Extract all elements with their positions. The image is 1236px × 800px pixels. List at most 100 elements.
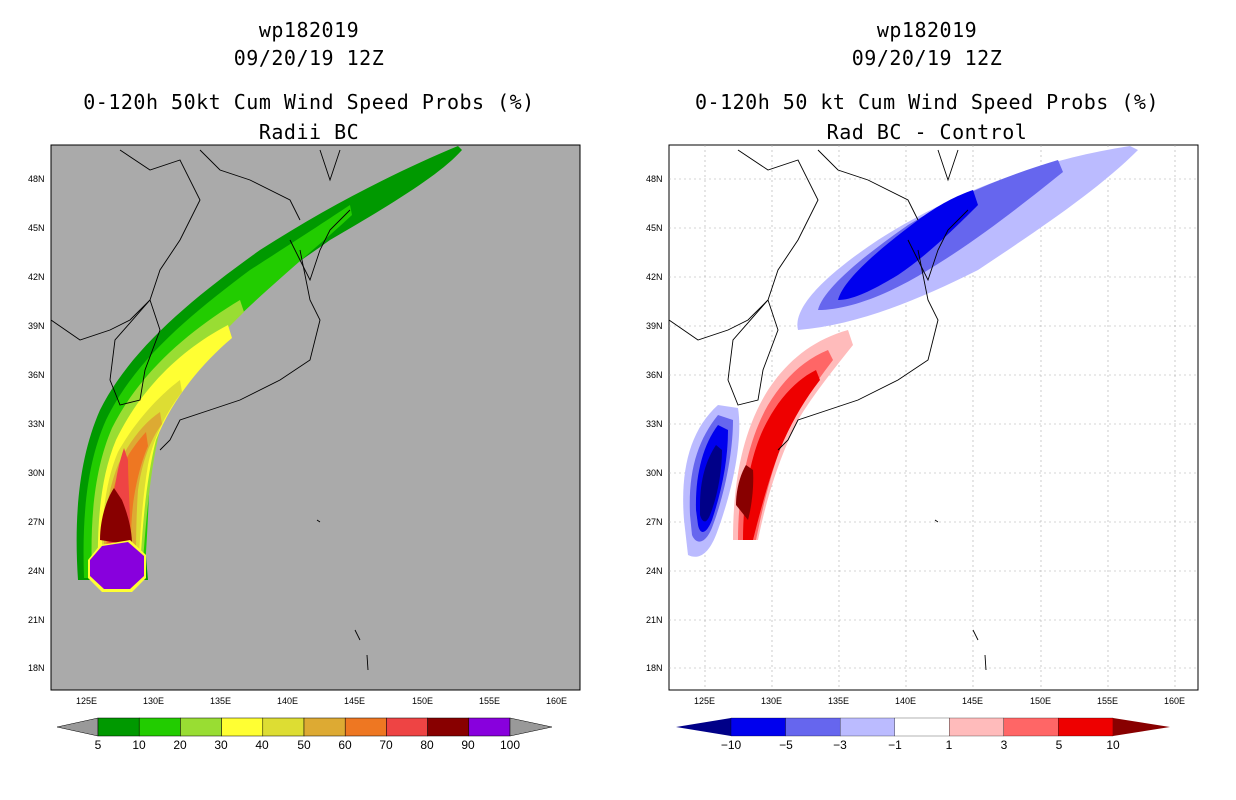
left-cb-label: 70 xyxy=(379,738,393,752)
right-lon-label: 130E xyxy=(761,696,783,706)
right-colorbar-boxes xyxy=(676,717,1170,737)
right-cb-label: −3 xyxy=(833,738,847,752)
right-lat-label: 48N xyxy=(646,174,663,184)
left-cb-label: 30 xyxy=(214,738,228,752)
left-lat-label: 18N xyxy=(28,663,45,673)
left-panel: wp182019 09/20/19 12Z 0-120h 50kt Cum Wi… xyxy=(28,18,581,752)
prob-90-100 xyxy=(90,542,144,589)
diff-pos-5-10 xyxy=(743,370,820,540)
right-cb-label: −1 xyxy=(888,738,902,752)
left-colorbar-swatch xyxy=(262,717,305,737)
left-lon-label: 150E xyxy=(412,696,434,706)
right-storm-id: wp182019 xyxy=(876,18,978,42)
prob-80-90 xyxy=(100,488,132,545)
right-cb-label: −5 xyxy=(779,738,793,752)
left-cb-label: 5 xyxy=(94,738,102,752)
left-cb-label: 20 xyxy=(173,738,187,752)
left-lon-label: 125E xyxy=(76,696,98,706)
left-lon-label: 140E xyxy=(277,696,299,706)
left-lat-label: 30N xyxy=(28,468,45,478)
left-colorbar-swatch xyxy=(97,717,140,737)
left-colorbar xyxy=(56,717,553,737)
left-lon-label: 135E xyxy=(210,696,232,706)
left-probability-swath xyxy=(76,146,462,592)
left-lat-label: 24N xyxy=(28,566,45,576)
right-colorbar-swatch xyxy=(730,717,786,737)
right-colorbar-swatch xyxy=(1003,717,1059,737)
right-colorbar-swatch xyxy=(839,717,895,737)
right-colorbar-under-arrow xyxy=(676,718,731,736)
right-lat-label: 18N xyxy=(646,663,663,673)
right-lat-label: 45N xyxy=(646,223,663,233)
right-cb-label: −10 xyxy=(720,738,742,752)
left-colorbar-swatch xyxy=(303,717,346,737)
right-lat-label: 24N xyxy=(646,566,663,576)
right-colorbar-swatch xyxy=(785,717,841,737)
left-colorbar-swatch xyxy=(221,717,264,737)
right-lon-label: 155E xyxy=(1097,696,1119,706)
right-lon-label: 145E xyxy=(962,696,984,706)
diff-pos-10 xyxy=(736,465,754,520)
right-colorbar-swatch xyxy=(894,717,950,737)
right-lat-label: 36N xyxy=(646,370,663,380)
right-lon-label: 140E xyxy=(895,696,917,706)
right-cb-label: 3 xyxy=(1000,738,1008,752)
right-lat-label: 39N xyxy=(646,321,663,331)
right-lon-label: 135E xyxy=(828,696,850,706)
left-cb-label: 100 xyxy=(499,738,521,752)
left-cb-label: 90 xyxy=(461,738,475,752)
left-lon-label: 160E xyxy=(546,696,568,706)
right-lon-label: 160E xyxy=(1164,696,1186,706)
diff-neg-5-10 xyxy=(838,190,978,300)
right-lon-label: 150E xyxy=(1030,696,1052,706)
right-product-title: 0-120h 50 kt Cum Wind Speed Probs (%) xyxy=(694,90,1160,114)
left-colorbar-over-arrow xyxy=(509,717,553,737)
left-subtitle: Radii BC xyxy=(258,120,360,144)
right-lat-label: 21N xyxy=(646,615,663,625)
right-map xyxy=(668,144,1199,691)
right-cb-label: 5 xyxy=(1055,738,1063,752)
right-panel: wp182019 09/20/19 12Z 0-120h 50 kt Cum W… xyxy=(618,0,1236,800)
left-lon-label: 145E xyxy=(344,696,366,706)
left-lat-label: 48N xyxy=(28,174,45,184)
right-coastlines xyxy=(668,149,987,671)
left-cb-label: 10 xyxy=(132,738,146,752)
right-lat-label: 30N xyxy=(646,468,663,478)
left-colorbar-swatch xyxy=(386,717,428,737)
left-colorbar-boxes xyxy=(97,717,511,737)
right-lat-label: 27N xyxy=(646,517,663,527)
left-product-title: 0-120h 50kt Cum Wind Speed Probs (%) xyxy=(83,90,535,114)
left-cb-label: 80 xyxy=(420,738,434,752)
right-subtitle: Rad BC - Control xyxy=(826,120,1028,144)
right-colorbar-over-arrow xyxy=(1113,718,1170,736)
left-colorbar-swatch xyxy=(468,717,511,737)
left-lat-label: 39N xyxy=(28,321,45,331)
right-datetime: 09/20/19 12Z xyxy=(851,46,1003,70)
left-cb-label: 50 xyxy=(297,738,311,752)
right-colorbar xyxy=(676,717,1170,737)
left-datetime: 09/20/19 12Z xyxy=(233,46,385,70)
left-map xyxy=(50,144,581,691)
right-lon-label: 125E xyxy=(694,696,716,706)
left-lat-label: 33N xyxy=(28,419,45,429)
left-cb-label: 40 xyxy=(255,738,269,752)
right-lat-label: 33N xyxy=(646,419,663,429)
left-lat-label: 36N xyxy=(28,370,45,380)
left-lat-label: 21N xyxy=(28,615,45,625)
right-difference-fields xyxy=(683,146,1138,557)
left-lat-label: 42N xyxy=(28,272,45,282)
left-colorbar-swatch xyxy=(427,717,470,737)
left-lat-label: 27N xyxy=(28,517,45,527)
left-cb-label: 60 xyxy=(338,738,352,752)
right-cb-label: 1 xyxy=(945,738,953,752)
left-coastlines xyxy=(50,149,369,671)
right-lat-label: 42N xyxy=(646,272,663,282)
left-colorbar-swatch xyxy=(180,717,222,737)
left-lon-label: 155E xyxy=(479,696,501,706)
left-lat-label: 45N xyxy=(28,223,45,233)
diff-neg-10-south xyxy=(700,445,722,522)
left-storm-id: wp182019 xyxy=(258,18,360,42)
left-lon-label: 130E xyxy=(143,696,165,706)
right-colorbar-swatch xyxy=(949,717,1005,737)
left-colorbar-swatch xyxy=(138,717,181,737)
